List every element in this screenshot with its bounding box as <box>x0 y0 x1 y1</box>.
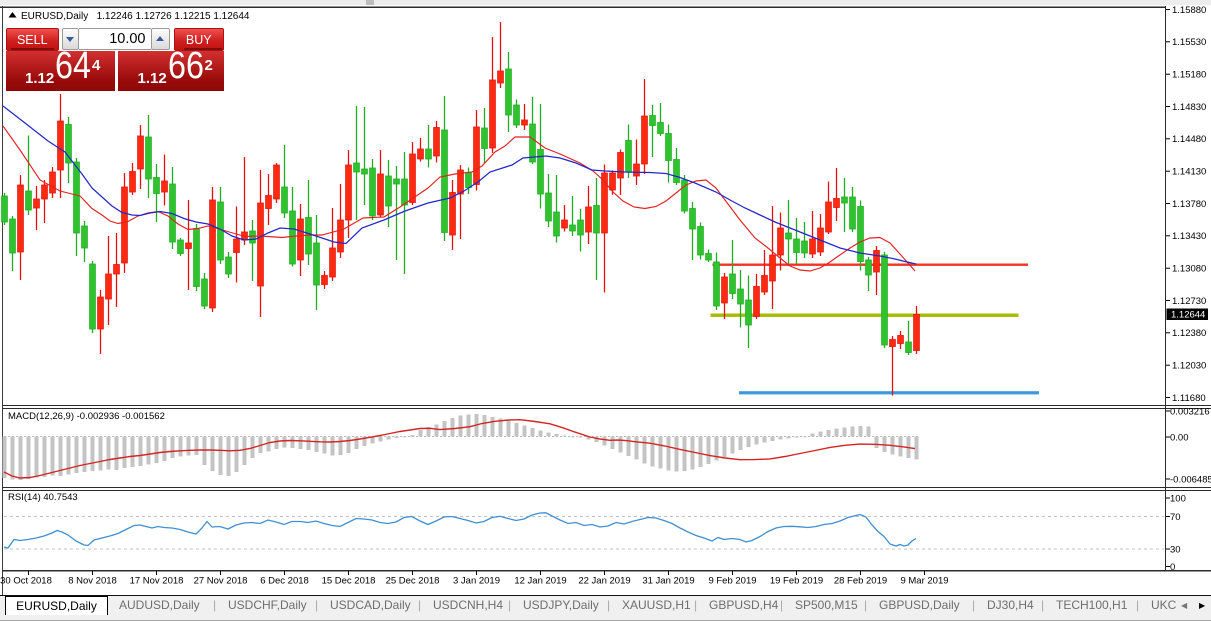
svg-text:12 Jan 2019: 12 Jan 2019 <box>514 576 566 587</box>
svg-text:1.12730: 1.12730 <box>1172 296 1206 307</box>
svg-text:1.12644: 1.12644 <box>1171 309 1205 320</box>
svg-text:17 Nov 2018: 17 Nov 2018 <box>130 576 184 587</box>
svg-text:1.12030: 1.12030 <box>1172 361 1206 372</box>
svg-text:MACD(12,26,9) -0.002936 -0.001: MACD(12,26,9) -0.002936 -0.001562 <box>8 411 165 422</box>
svg-text:1.13780: 1.13780 <box>1172 199 1206 210</box>
svg-text:3 Jan 2019: 3 Jan 2019 <box>453 576 500 587</box>
svg-text:9 Mar 2019: 9 Mar 2019 <box>900 576 948 587</box>
svg-text:8 Nov 2018: 8 Nov 2018 <box>68 576 117 587</box>
svg-text:-0.006485: -0.006485 <box>1170 474 1211 485</box>
svg-text:6 Dec 2018: 6 Dec 2018 <box>260 576 309 587</box>
svg-text:0.003216: 0.003216 <box>1170 406 1210 417</box>
svg-text:0.00: 0.00 <box>1170 432 1189 443</box>
svg-text:25 Dec 2018: 25 Dec 2018 <box>386 576 440 587</box>
svg-text:9 Feb 2019: 9 Feb 2019 <box>708 576 756 587</box>
svg-text:1.14130: 1.14130 <box>1172 167 1206 178</box>
svg-text:100: 100 <box>1170 493 1186 504</box>
svg-text:19 Feb 2019: 19 Feb 2019 <box>770 576 823 587</box>
svg-text:31 Jan 2019: 31 Jan 2019 <box>642 576 694 587</box>
svg-text:30 Oct 2018: 30 Oct 2018 <box>0 576 52 587</box>
svg-text:70: 70 <box>1170 512 1181 523</box>
svg-text:EURUSD,Daily 1.12246 1.12726: EURUSD,Daily 1.12246 1.12726 1.12215 1.1… <box>21 11 250 22</box>
svg-text:1.15880: 1.15880 <box>1172 5 1206 16</box>
svg-text:RSI(14) 40.7543: RSI(14) 40.7543 <box>8 492 78 503</box>
svg-text:1.11680: 1.11680 <box>1172 393 1206 404</box>
svg-text:28 Feb 2019: 28 Feb 2019 <box>834 576 887 587</box>
svg-text:22 Jan 2019: 22 Jan 2019 <box>578 576 630 587</box>
svg-text:1.14480: 1.14480 <box>1172 134 1206 145</box>
svg-text:1.12380: 1.12380 <box>1172 328 1206 339</box>
svg-text:1.13430: 1.13430 <box>1172 231 1206 242</box>
svg-text:1.14830: 1.14830 <box>1172 102 1206 113</box>
svg-text:1.15180: 1.15180 <box>1172 70 1206 81</box>
svg-text:30: 30 <box>1170 544 1181 555</box>
svg-text:1.13080: 1.13080 <box>1172 264 1206 275</box>
svg-text:1.15530: 1.15530 <box>1172 37 1206 48</box>
svg-text:0: 0 <box>1170 562 1175 573</box>
svg-text:15 Dec 2018: 15 Dec 2018 <box>322 576 376 587</box>
svg-text:27 Nov 2018: 27 Nov 2018 <box>194 576 248 587</box>
